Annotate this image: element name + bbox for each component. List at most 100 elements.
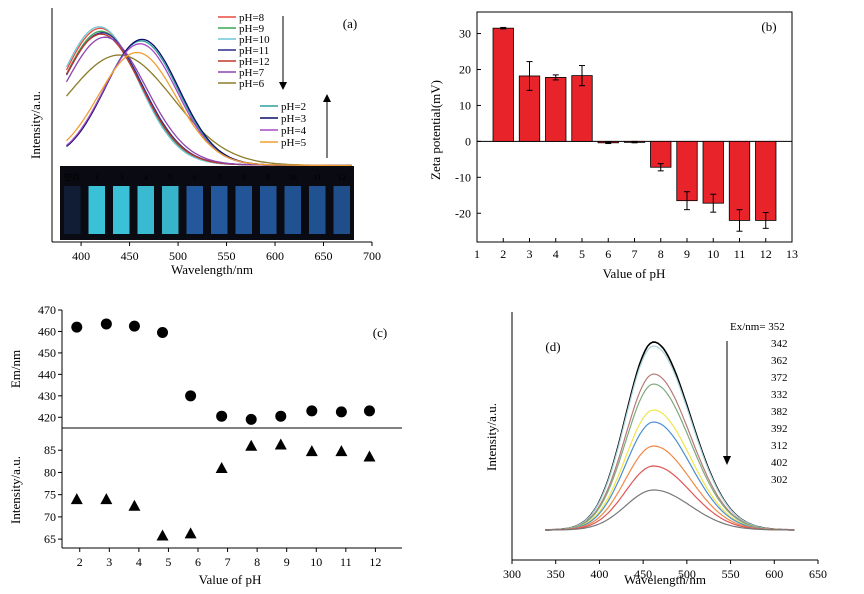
panel-c-intensity-point	[215, 462, 228, 473]
panel-d-legend-label: 332	[771, 389, 788, 401]
cuvette-label: 5	[168, 173, 172, 182]
panel-a-x-tick-label: 400	[72, 249, 90, 263]
cuvette-label: 6	[193, 173, 197, 182]
panel-c-em-point	[128, 320, 140, 332]
panel-a-legend-label: pH=2	[281, 101, 306, 113]
panel-b-x-tick-label: 1	[474, 247, 480, 261]
panel-d-curves	[545, 341, 795, 531]
panel-d-series-332	[545, 409, 795, 531]
cuvette-label: 10	[289, 173, 297, 182]
panel-d-x-tick-label: 300	[503, 567, 521, 581]
cuvette-label: 7	[217, 173, 221, 182]
panel-a-x-tick-label: 650	[315, 249, 333, 263]
panel-d-legend-label: 382	[771, 406, 788, 418]
panel-c-plot: 2 3 4 5 6 7 8 9 10 11 12 420 430 440 450 460 470 65 70 75 80…	[38, 303, 402, 569]
panel-c-em-point	[216, 410, 228, 422]
panel-b-bar	[545, 77, 567, 142]
panel-c-em-point	[157, 327, 169, 339]
panel-c-intensity-point	[274, 438, 287, 450]
panel-c-em-point	[71, 321, 83, 333]
cuvette-label: 4	[144, 173, 148, 182]
panel-b-ylabel: Zeta potential(mV)	[428, 80, 443, 180]
panel-a-legend-label: pH=6	[239, 78, 265, 90]
cuvette-photo	[60, 166, 354, 240]
panel-a-legend: pH=8pH=9pH=10pH=11pH=12pH=7pH=6pH=2pH=3p…	[218, 12, 307, 149]
panel-d-x-tick-label: 650	[809, 567, 827, 581]
panel-b-bar	[755, 140, 777, 221]
panel-c-intensity-point	[363, 450, 376, 462]
panel-c-ylabel-bottom: Intensity/a.u.	[8, 456, 23, 524]
panel-c-x-tick-label: 2	[77, 555, 83, 569]
cuvette-label: 3	[119, 173, 123, 182]
panel-c-intensity-point	[245, 439, 258, 451]
panel-a-ylabel: Intensity/a.u.	[28, 91, 43, 159]
panel-a-series-pH=4	[66, 43, 352, 167]
panel-b-bar	[492, 27, 514, 142]
cuvette	[88, 186, 105, 234]
cuvette	[235, 186, 252, 234]
panel-a-legend-label: pH=8	[239, 12, 265, 24]
panel-c: 2 3 4 5 6 7 8 9 10 11 12 420 430 440 450 460 470 65 70 75 80…	[8, 303, 402, 587]
cuvette	[333, 186, 350, 234]
panel-c-xlabel: Value of pH	[199, 572, 262, 587]
panel-c-x-tick-label: 7	[225, 555, 231, 569]
panel-c-y-tick-label-top: 460	[38, 324, 56, 338]
panel-c-intensity-point	[70, 493, 83, 505]
panel-d-arrow-down-icon	[723, 456, 731, 465]
panel-c-x-tick-label: 11	[340, 555, 352, 569]
panel-c-x-tick-label: 8	[254, 555, 260, 569]
panel-d-x-tick-label: 350	[547, 567, 565, 581]
panel-c-intensity-point	[305, 445, 318, 457]
panel-a-legend-label: pH=4	[281, 125, 307, 137]
panel-c-y-tick-label-top: 450	[38, 346, 56, 360]
panel-a-legend-label: pH=5	[281, 137, 307, 149]
panel-a-legend-label: pH=11	[239, 45, 269, 57]
panel-c-intensity-point	[156, 529, 169, 541]
panel-d-legend-label: 312	[771, 440, 788, 452]
cuvette	[162, 186, 179, 234]
panel-b-y-tick-label: -20	[455, 206, 471, 220]
panel-c-y-tick-label-bottom: 75	[44, 488, 56, 502]
panel-d-series-352	[545, 341, 795, 531]
panel-c-intensity-point	[128, 499, 141, 511]
panel-d-legend-label: 342	[771, 338, 788, 350]
cuvette-label: 空白	[64, 172, 80, 182]
panel-b-x-tick-label: 3	[527, 247, 533, 261]
panel-c-x-tick-label: 6	[195, 555, 201, 569]
cuvette	[309, 186, 326, 234]
panel-b-x-tick-label: 7	[632, 247, 638, 261]
panel-c-y-tick-label-top: 430	[38, 389, 56, 403]
panel-b-y-tick-label: 0	[465, 134, 471, 148]
panel-d-x-tick-label: 600	[765, 567, 783, 581]
panel-a-series-pH=9	[65, 30, 352, 167]
panel-c-em-point	[245, 413, 257, 425]
cuvette-label: 8	[242, 173, 246, 182]
panel-d-xlabel: Wavelength/nm	[624, 572, 706, 587]
panel-c-y-tick-label-bottom: 80	[44, 465, 56, 479]
panel-c-em-point	[335, 406, 347, 418]
cuvette	[64, 186, 81, 234]
panel-b-x-tick-label: 10	[707, 247, 719, 261]
panel-a-legend-label: pH=12	[239, 56, 270, 68]
panel-b-x-tick-label: 8	[658, 247, 664, 261]
panel-c-y-tick-label-top: 440	[38, 367, 56, 381]
panel-c-label: (c)	[373, 325, 387, 340]
cuvette	[211, 186, 228, 234]
panel-a-legend-label: pH=7	[239, 67, 265, 79]
panel-a-legend-label: pH=10	[239, 34, 270, 46]
panel-a-x-ticks: 400 450 500 550 600 650 700	[72, 242, 381, 263]
panel-c-y-tick-label-top: 470	[38, 303, 56, 317]
panel-a-x-tick-label: 450	[121, 249, 139, 263]
arrow-down-icon	[279, 82, 287, 90]
panel-a: 400 450 500 550 600 650 700 (a) Wavelength/nm …	[28, 8, 381, 277]
panel-c-x-tick-label: 5	[165, 555, 171, 569]
panel-d-x-tick-label: 400	[590, 567, 608, 581]
cuvette-label: 12	[338, 173, 346, 182]
panel-d-series-392	[545, 445, 795, 531]
panel-a-legend-label: pH=3	[281, 113, 307, 125]
panel-d-ylabel: Intensity/a.u.	[484, 403, 499, 471]
panel-a-label: (a)	[343, 16, 357, 31]
panel-c-x-tick-label: 4	[136, 555, 142, 569]
panel-c-x-tick-label: 9	[284, 555, 290, 569]
